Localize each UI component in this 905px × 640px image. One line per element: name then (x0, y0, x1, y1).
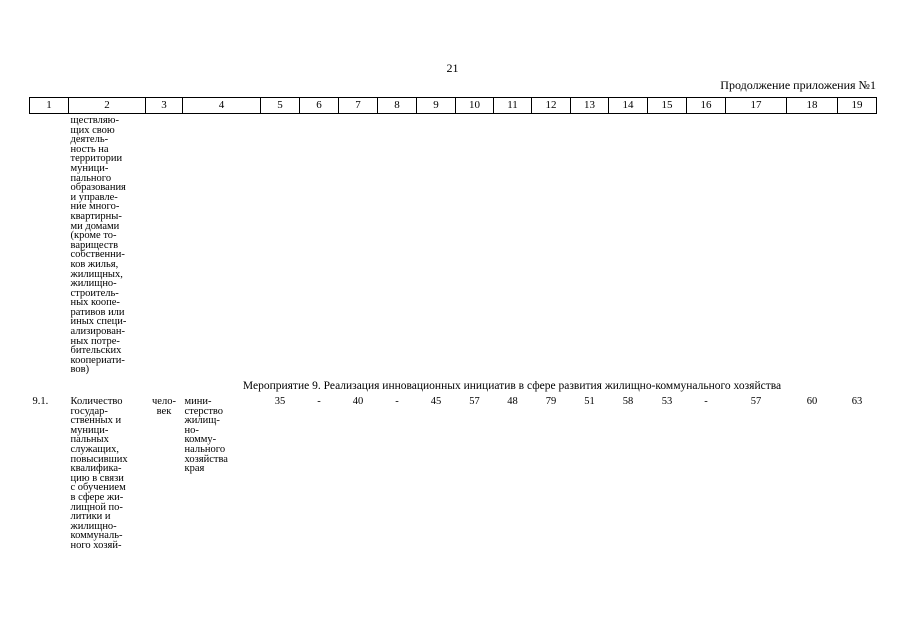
col-header: 17 (725, 97, 787, 114)
value-cell: 51 (584, 396, 595, 408)
value-cell: 45 (430, 396, 442, 408)
value-cell: 57 (469, 396, 480, 408)
value-cell: 57 (750, 396, 762, 408)
value-cell: 35 (274, 396, 286, 408)
indicator-name: Количество государ- ственных и муници- п… (70, 396, 128, 551)
col-header: 5 (260, 97, 300, 114)
value-cell: 40 (352, 396, 364, 408)
unit: чело- век (152, 396, 176, 417)
continuation-row: ществляю- щих свою деятель- ность на тер… (30, 114, 877, 378)
value-cell: - (317, 396, 321, 408)
section-heading: Мероприятие 9. Реализация инновационных … (242, 380, 782, 393)
value-cell: 48 (507, 396, 518, 408)
value-cell: 79 (545, 396, 557, 408)
value-cell: - (704, 396, 708, 408)
continuation-label: Продолжение приложения №1 (720, 78, 876, 92)
col-header: 4 (182, 97, 261, 114)
col-header: 9 (416, 97, 456, 114)
value-cell: 60 (806, 396, 818, 408)
col-header: 7 (338, 97, 378, 114)
section-heading-row: Мероприятие 9. Реализация инновационных … (30, 377, 877, 397)
value-cell: 58 (622, 396, 634, 408)
header-row: 1 2 3 4 5 6 7 8 9 10 11 12 13 14 15 16 1… (29, 97, 877, 114)
continued-indicator-text: ществляю- щих свою деятель- ность на тер… (70, 115, 127, 376)
col-header: 11 (493, 97, 532, 114)
col-header: 6 (299, 97, 339, 114)
row-number: 9.1. (32, 396, 49, 408)
col-header: 1 (29, 97, 69, 114)
responsible: мини- стерство жилищ- но- комму- нальног… (184, 396, 228, 475)
col-header: 15 (647, 97, 687, 114)
col-header: 19 (837, 97, 877, 114)
col-header: 18 (786, 97, 838, 114)
col-header: 14 (608, 97, 648, 114)
col-header: 10 (455, 97, 494, 114)
indicators-table: 1 2 3 4 5 6 7 8 9 10 11 12 13 14 15 16 1… (29, 97, 877, 551)
page-number: 21 (446, 61, 459, 75)
col-header: 2 (68, 97, 146, 114)
table-row: 9.1. Количество государ- ственных и муни… (30, 396, 877, 551)
value-cell: 63 (851, 396, 863, 408)
value-cell: - (395, 396, 399, 408)
col-header: 12 (531, 97, 571, 114)
col-header: 16 (686, 97, 726, 114)
col-header: 8 (377, 97, 417, 114)
col-header: 13 (570, 97, 609, 114)
col-header: 3 (145, 97, 183, 114)
value-cell: 53 (661, 396, 673, 408)
